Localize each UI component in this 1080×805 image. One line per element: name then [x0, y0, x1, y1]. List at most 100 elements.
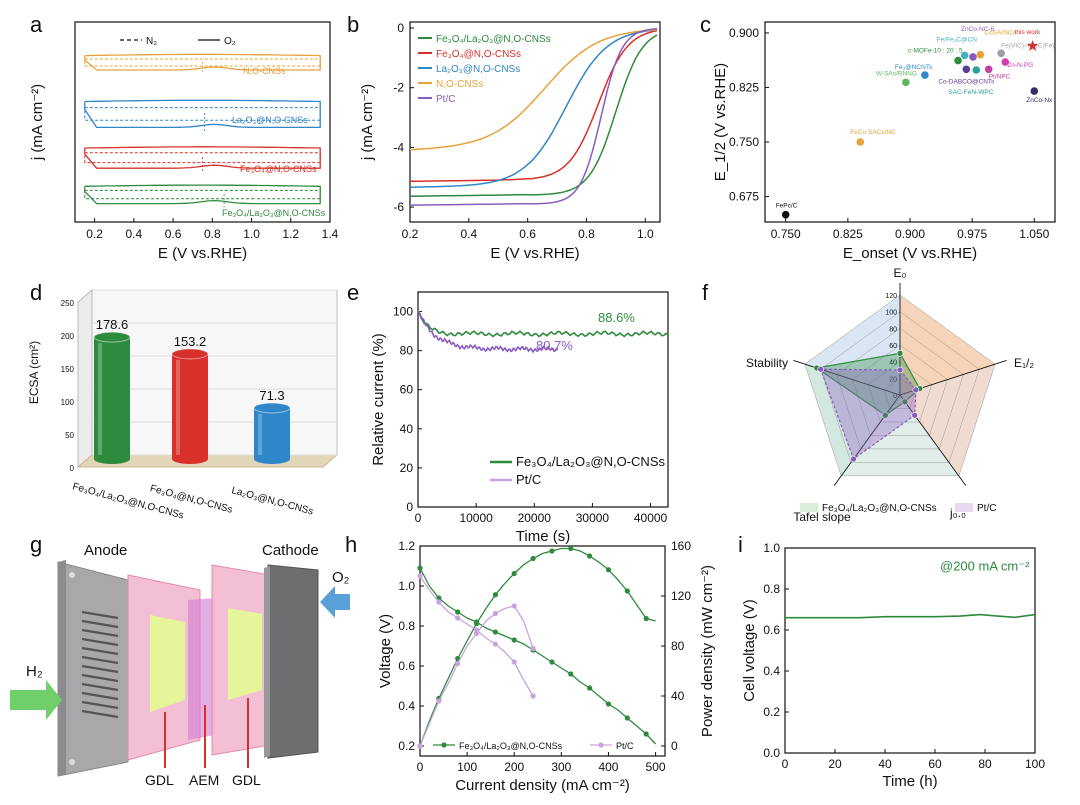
voltage-point	[417, 573, 423, 579]
radar-series	[819, 368, 917, 460]
voltage-point	[492, 641, 498, 647]
panel-letter-h: h	[345, 532, 357, 557]
voltage-point	[455, 609, 461, 615]
panel-c: 0.750 0.825 0.900 0.975 1.050 0.675 0.750 0.825…	[712, 21, 1056, 262]
cv-curve-o2	[84, 146, 321, 169]
radar-point	[896, 350, 904, 357]
x-tick-label: 40	[878, 757, 892, 771]
radar-tick-label: 40	[889, 360, 897, 367]
scatter-point	[856, 138, 865, 146]
y-tick-label: 80	[400, 344, 414, 358]
flow-channel	[81, 700, 119, 710]
power-point	[492, 592, 498, 598]
x-tick-label: 300	[551, 760, 571, 774]
scatter-label: SAC-FeN-WPC	[948, 89, 993, 96]
legend-label: Pt/C	[977, 503, 996, 514]
radar-grid	[820, 311, 980, 463]
flow-channel	[81, 691, 119, 701]
power-point	[473, 620, 480, 627]
y-tick-label: 0.2	[398, 739, 415, 753]
power-curve	[419, 605, 534, 747]
legend-label: Pt/C	[516, 472, 541, 487]
radar-axis-label: Stability	[746, 356, 788, 370]
cathode-plate	[267, 564, 319, 759]
scatter-point	[954, 56, 962, 65]
y2-tick-label: 40	[671, 689, 685, 703]
y-tick-label: -4	[393, 140, 404, 154]
end-value-label: 88.6%	[598, 310, 635, 325]
y-tick-label: 0.900	[729, 26, 759, 40]
scatter-label: W-SAs/RNNG	[876, 70, 917, 77]
gdl-label: GDL	[232, 772, 261, 788]
scatter-label: FeCu SACs/NC	[850, 129, 896, 136]
wall-left	[77, 288, 93, 469]
x-tick-label: 40000	[634, 511, 668, 525]
power-point	[624, 588, 630, 594]
x-tick-label: 0.900	[895, 227, 925, 241]
power-point	[455, 660, 461, 667]
x-tick-label: 0.4	[126, 227, 143, 241]
y-tick-label: 0	[70, 464, 75, 473]
voltage-point	[643, 731, 649, 737]
bolt-hole	[69, 759, 75, 765]
y-tick-label: 0.8	[398, 619, 415, 633]
cv-curve-o2	[84, 99, 321, 129]
legend-marker	[441, 742, 447, 748]
panel-h: 0 100 200 300 400 500 0.2 0.4 0.6 0.8 1.0 1.2 0 40 80 1…	[377, 539, 716, 794]
voltage-point	[455, 615, 461, 621]
scatter-point	[997, 49, 1005, 58]
scatter-point	[1001, 58, 1010, 66]
y-tick-label: 1.0	[763, 541, 780, 555]
bar-base	[254, 454, 290, 464]
scatter-label: ZnCo-Nx	[1026, 97, 1053, 104]
bar-highlight	[258, 413, 262, 455]
series-label: Fe₃O₄@N,O-CNSs	[240, 164, 317, 174]
bar-value-label: 153.2	[174, 334, 207, 349]
lsv-curve	[410, 34, 658, 197]
legend-label: Fe₃O₄@N,O-CNSs	[436, 49, 521, 60]
radar-axis	[793, 359, 901, 396]
y-tick-label: 0.675	[729, 190, 759, 204]
end-value-label: 80.7%	[536, 338, 573, 353]
y-tick-label: -6	[393, 200, 404, 214]
y-tick-label: 0.0	[763, 746, 780, 760]
x-tick-label: 0.2	[86, 227, 103, 241]
x-axis-label: Time (h)	[882, 773, 937, 790]
legend-label: Fe₃O₄/La₂O₃@N,O-CNSs	[459, 741, 563, 751]
y-axis-label: Cell voltage (V)	[741, 599, 758, 702]
anode-plate	[57, 561, 129, 777]
y-tick-label: 60	[400, 383, 414, 397]
radar-sector	[900, 364, 996, 476]
bar-base	[172, 454, 208, 464]
bar-cylinder	[172, 353, 208, 459]
radar-tick-label: 20	[889, 376, 897, 383]
plot-frame	[417, 291, 669, 508]
o2-label: O₂	[332, 569, 350, 586]
radar-series	[815, 352, 921, 416]
catalyst-layer-cathode	[228, 608, 262, 700]
radar-tick-label: 120	[885, 293, 897, 300]
x-tick-label: 0	[417, 760, 424, 774]
scatter-point	[976, 50, 985, 59]
y-tick-label: 150	[61, 365, 75, 374]
bar-value-label: 71.3	[259, 388, 284, 403]
y-tick-label: 0.6	[398, 659, 415, 673]
voltage-point	[587, 685, 593, 691]
flow-channel	[81, 646, 119, 656]
power-point	[436, 698, 442, 704]
bar-highlight	[176, 359, 180, 455]
scatter-label: CoSA/NCs	[984, 30, 1016, 37]
radar-grid	[868, 361, 932, 423]
x-tick-label: 100	[457, 760, 477, 774]
legend-label: Pt/C	[616, 741, 634, 751]
current-density-annotation: @200 mA cm⁻²	[940, 559, 1030, 574]
y-tick-label: 20	[400, 461, 414, 475]
bar-cylinder	[94, 337, 130, 459]
plot-frame	[409, 21, 661, 223]
cv-curve-n2	[84, 58, 321, 67]
legend-label: N,O-CNSs	[436, 79, 483, 90]
x-tick-label: 20	[828, 757, 842, 771]
y-axis-label: E_1/2 (V vs.RHE)	[712, 63, 729, 181]
